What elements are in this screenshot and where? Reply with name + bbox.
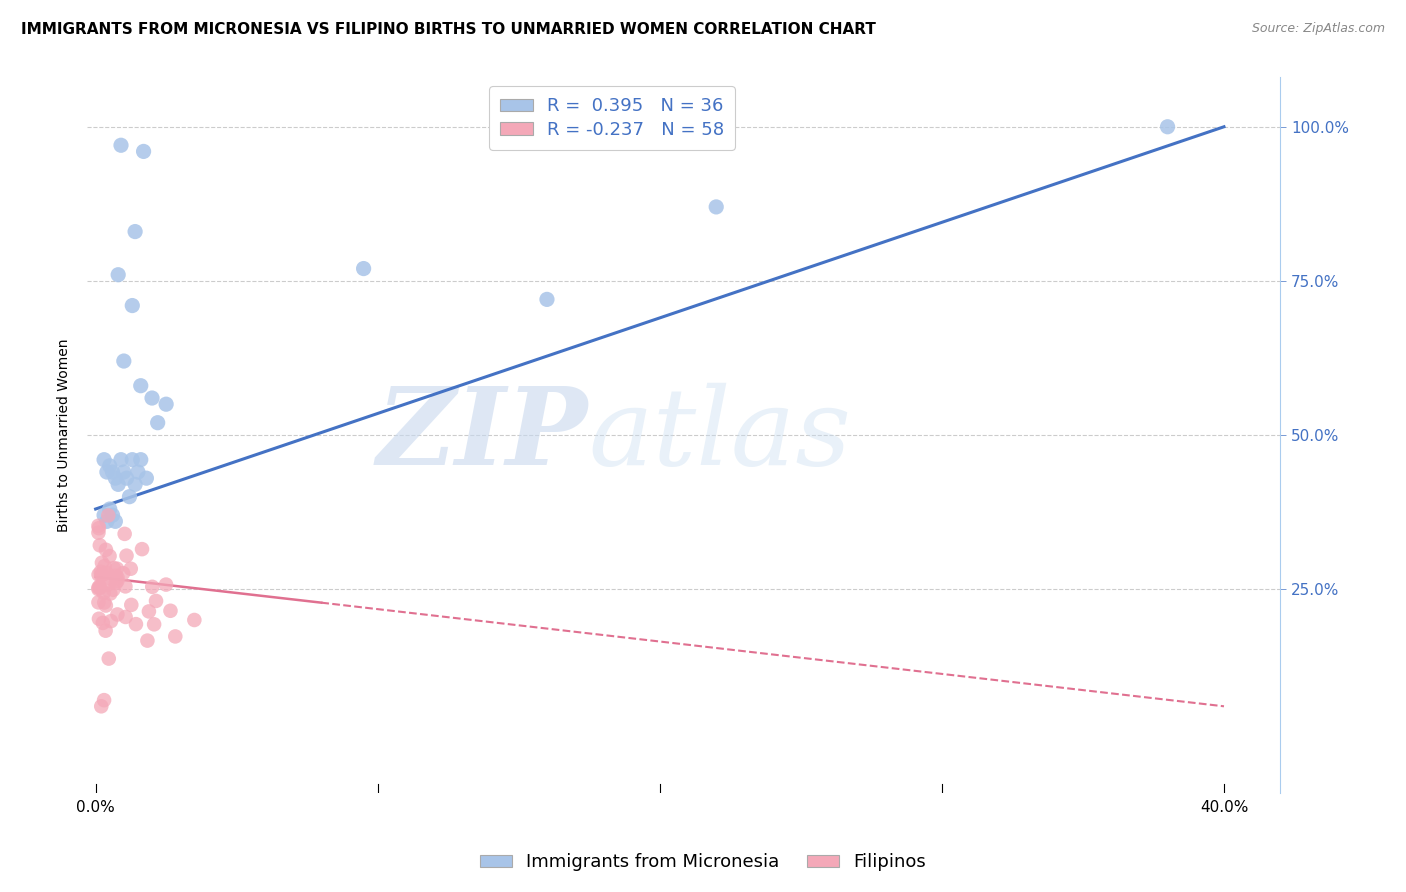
Point [93,586,115,600]
Point [87,581,110,595]
Point [94,599,117,613]
Point [120,562,142,576]
Point [104,471,127,485]
Point [98,571,121,585]
Point [105,574,128,588]
Point [87,521,110,535]
Point [107,571,129,585]
Point [100,614,122,628]
Point [1156,120,1178,134]
Text: ZIP: ZIP [377,382,588,488]
Point [132,145,155,159]
Point [131,542,153,557]
Text: IMMIGRANTS FROM MICRONESIA VS FILIPINO BIRTHS TO UNMARRIED WOMEN CORRELATION CHA: IMMIGRANTS FROM MICRONESIA VS FILIPINO B… [21,22,876,37]
Point [90,565,112,579]
Point [124,225,146,239]
Point [94,542,117,557]
Point [141,391,163,405]
Legend: R =  0.395   N = 36, R = -0.237   N = 58: R = 0.395 N = 36, R = -0.237 N = 58 [489,87,735,150]
Point [129,378,152,392]
Point [93,693,115,707]
Point [114,610,136,624]
Point [96,465,118,479]
Point [704,200,727,214]
Point [89,579,111,593]
Point [114,527,136,541]
Point [96,514,118,528]
Point [104,576,127,591]
Text: atlas: atlas [588,383,851,488]
Point [110,452,132,467]
Point [98,502,121,516]
Point [90,568,112,582]
Point [89,581,111,595]
Point [121,452,143,467]
Point [107,607,129,622]
Point [104,514,127,528]
Point [101,465,124,479]
Point [97,577,120,591]
Point [536,293,558,307]
Point [103,561,125,575]
Point [87,567,110,582]
Point [93,452,115,467]
Point [107,477,129,491]
Point [124,477,146,491]
Point [110,138,132,153]
Point [90,556,112,570]
Point [104,568,127,582]
Point [87,525,110,540]
Point [97,651,120,665]
Point [93,595,115,609]
Point [155,397,177,411]
Point [143,617,166,632]
Point [138,604,160,618]
Point [114,579,136,593]
Point [353,261,375,276]
Point [98,586,121,600]
Legend: Immigrants from Micronesia, Filipinos: Immigrants from Micronesia, Filipinos [472,847,934,879]
Point [118,490,141,504]
Point [159,604,181,618]
Point [112,566,135,581]
Point [129,452,152,467]
Point [121,299,143,313]
Point [103,582,125,597]
Text: Source: ZipAtlas.com: Source: ZipAtlas.com [1251,22,1385,36]
Point [155,577,177,591]
Point [115,549,138,563]
Point [98,458,121,473]
Point [115,471,138,485]
Point [87,518,110,533]
Point [112,354,135,368]
Point [120,598,142,612]
Point [105,562,128,576]
Point [94,624,117,638]
Point [87,582,110,597]
Y-axis label: Births to Unmarried Women: Births to Unmarried Women [58,338,72,532]
Point [101,508,124,523]
Point [96,566,118,580]
Point [93,559,115,574]
Point [135,471,157,485]
Point [127,465,149,479]
Point [90,699,112,714]
Point [165,629,187,643]
Point [183,613,205,627]
Point [107,268,129,282]
Point [146,416,169,430]
Point [145,594,167,608]
Point [125,617,148,632]
Point [98,549,121,563]
Point [136,633,159,648]
Point [87,595,110,609]
Point [141,580,163,594]
Point [91,567,114,582]
Point [93,508,115,523]
Point [89,538,111,552]
Point [97,508,120,523]
Point [91,615,114,630]
Point [112,465,135,479]
Point [87,612,110,626]
